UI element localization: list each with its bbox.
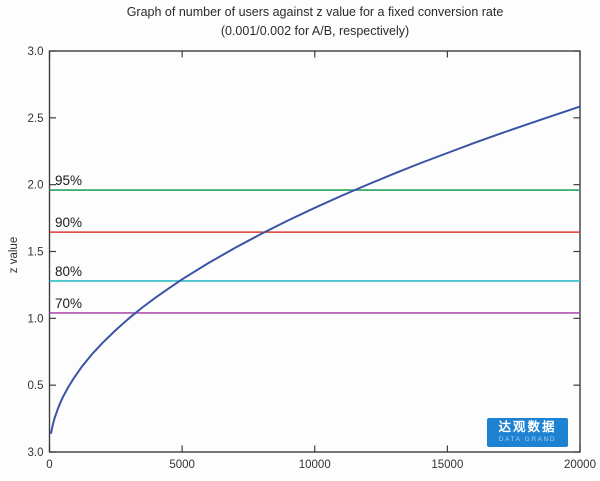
confidence-label-95: 95% xyxy=(55,173,82,188)
plot-border xyxy=(48,50,581,453)
y-tick-label: 1.0 xyxy=(28,313,44,325)
y-tick-label: 3.0 xyxy=(28,46,44,58)
confidence-label-80: 80% xyxy=(55,264,82,279)
datagrand-watermark: 达观数据 DATA GRAND xyxy=(487,418,568,447)
y-tick-label: 2.0 xyxy=(28,180,44,192)
watermark-en-text: DATA GRAND xyxy=(498,436,557,443)
chart-title: Graph of number of users against z value… xyxy=(30,3,600,41)
chart-title-line2: (0.001/0.002 for A/B, respectively) xyxy=(220,24,410,38)
x-tick-label: 5000 xyxy=(169,459,195,471)
y-tick-label: 3.0 xyxy=(28,447,44,459)
x-tick-label: 20000 xyxy=(564,459,596,471)
x-tick-label: 10000 xyxy=(299,459,331,471)
y-tick-label: 1.5 xyxy=(28,247,44,259)
chart-title-line1: Graph of number of users against z value… xyxy=(126,5,504,19)
confidence-label-90: 90% xyxy=(55,215,82,230)
watermark-cn-text: 达观数据 xyxy=(498,420,557,434)
y-tick-label: 0.5 xyxy=(28,380,44,392)
x-tick-label: 0 xyxy=(46,459,52,471)
x-tick-label: 15000 xyxy=(431,459,463,471)
z-curve xyxy=(50,105,581,434)
y-tick-label: 2.5 xyxy=(28,113,44,125)
confidence-label-70: 70% xyxy=(55,296,82,311)
